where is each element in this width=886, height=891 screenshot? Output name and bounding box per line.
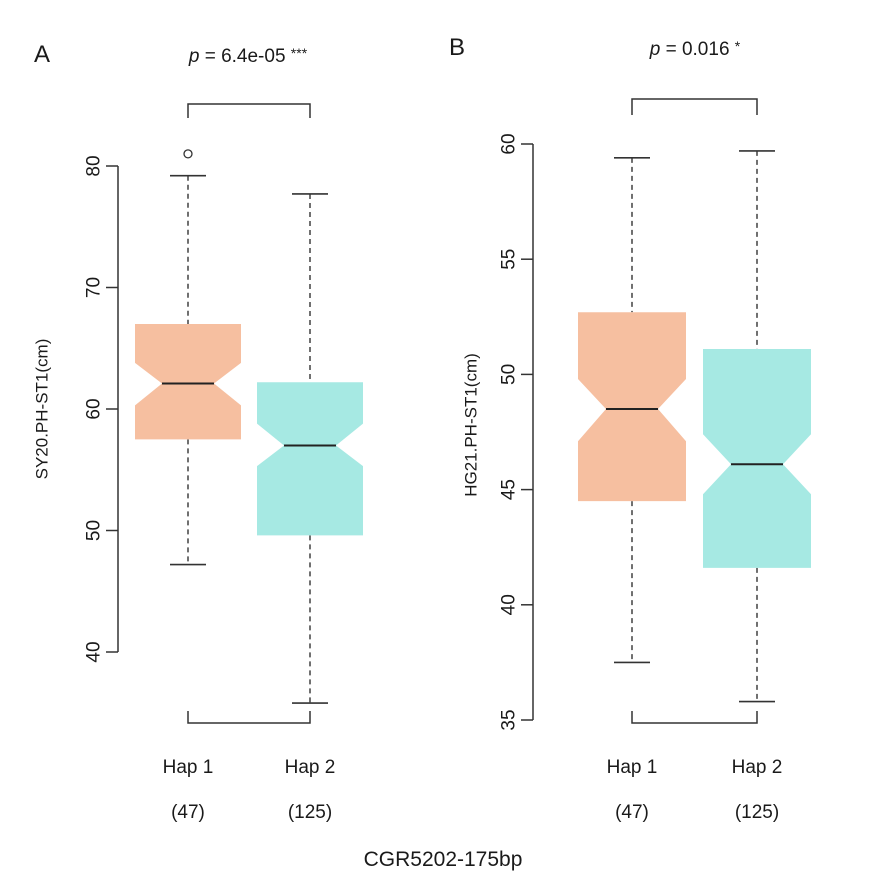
panel-a-box-1-outlier-point: [183, 149, 193, 159]
panel-a-box-1-notched-box: [135, 323, 241, 440]
panel-a-category-label: Hap 2: [285, 757, 336, 778]
x-axis-title: CGR5202-175bp: [364, 848, 523, 871]
panel-a-y-tick-label: 70: [84, 277, 105, 298]
panel-b-y-axis-title: HG21.PH-ST1(cm): [462, 353, 481, 497]
panel-a-y-tick-label: 50: [84, 520, 105, 541]
panel-a-count-label: (125): [288, 802, 332, 823]
panel-a-p-value: p = 6.4e-05 ***: [188, 45, 308, 67]
panel-a-y-tick-label: 80: [84, 155, 105, 176]
panel-a-count-label: (47): [171, 802, 205, 823]
panel-b-y-tick-label: 50: [499, 364, 520, 385]
panel-a-letter: A: [34, 41, 50, 68]
panel-b-category-label: Hap 2: [732, 757, 783, 778]
panel-b-significance-bracket: [631, 98, 758, 115]
panel-b-box-1-notched-box: [578, 312, 686, 502]
panel-b-category-label: Hap 1: [607, 757, 658, 778]
panel-a-y-axis-title: SY20.PH-ST1(cm): [33, 339, 52, 480]
panel-b-p-value: p = 0.016 *: [649, 38, 741, 60]
panel-a-category-label: Hap 1: [163, 757, 214, 778]
panel-a-box-2-notched-box: [257, 382, 363, 536]
panel-a-y-tick-label: 60: [84, 398, 105, 419]
panel-a-x-axis-bracket: [187, 711, 311, 724]
panel-b-y-tick-label: 35: [499, 709, 520, 730]
panel-b-y-tick-label: 40: [499, 594, 520, 615]
panel-b-count-label: (125): [735, 802, 779, 823]
panel-b-y-tick-label: 60: [499, 133, 520, 154]
panel-b-x-axis-bracket: [631, 711, 758, 724]
panel-a-y-tick-label: 40: [84, 641, 105, 662]
panel-b-count-label: (47): [615, 802, 649, 823]
panel-a-significance-bracket: [187, 103, 311, 118]
panel-b-letter: B: [449, 34, 465, 61]
panel-b-box-2-notched-box: [703, 349, 811, 568]
panel-b-y-tick-label: 55: [499, 249, 520, 270]
panel-b-y-tick-label: 45: [499, 479, 520, 500]
